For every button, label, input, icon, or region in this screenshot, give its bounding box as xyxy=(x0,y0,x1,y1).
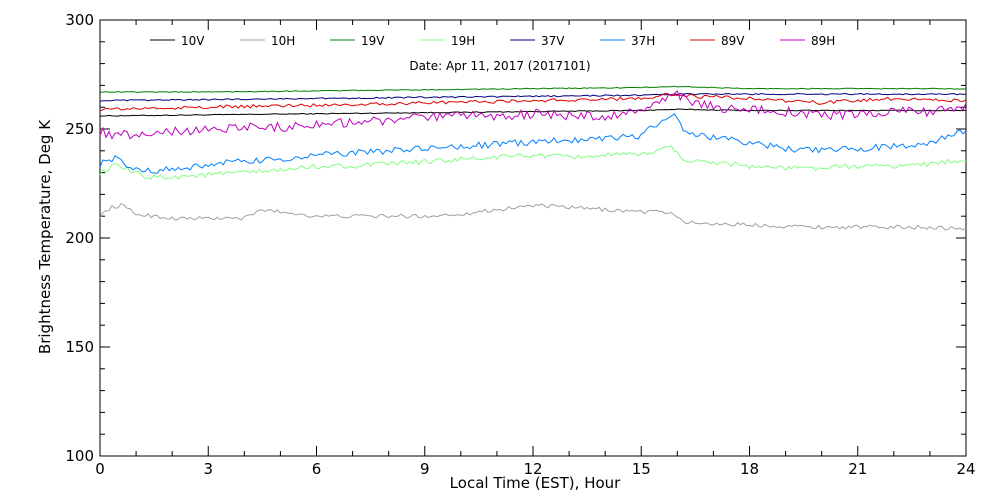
x-tick-label: 21 xyxy=(848,460,867,478)
x-tick-label: 24 xyxy=(956,460,975,478)
legend-label-19h: 19H xyxy=(451,34,475,48)
y-axis-ticks: 100 150 200 250 300 xyxy=(65,11,966,465)
y-tick-label: 100 xyxy=(65,447,94,465)
x-tick-label: 12 xyxy=(523,460,542,478)
series-line-89h xyxy=(99,90,967,140)
y-tick-label: 250 xyxy=(65,120,94,138)
y-tick-label: 300 xyxy=(65,11,94,29)
x-tick-label: 6 xyxy=(312,460,322,478)
y-tick-label: 200 xyxy=(65,229,94,247)
legend-label-10v: 10V xyxy=(181,34,205,48)
series-line-37h xyxy=(99,112,967,175)
x-tick-label: 9 xyxy=(420,460,430,478)
date-annotation: Date: Apr 11, 2017 (2017101) xyxy=(409,59,590,73)
x-axis-ticks: 0 3 6 9 12 15 18 21 24 xyxy=(95,20,976,478)
legend-label-89h: 89H xyxy=(811,34,835,48)
x-tick-label: 0 xyxy=(95,460,105,478)
series-line-89v xyxy=(99,92,967,112)
series-line-19h xyxy=(99,145,966,180)
plot-border xyxy=(99,19,967,457)
x-axis-label: Local Time (EST), Hour xyxy=(450,474,621,492)
legend-label-37v: 37V xyxy=(541,34,565,48)
x-tick-label: 18 xyxy=(740,460,759,478)
series-line-37v xyxy=(99,92,967,102)
y-axis-label: Brightness Temperature, Deg K xyxy=(36,119,54,354)
legend: 10V 10H 19V 19H 37V 37H 89V 89H xyxy=(150,34,835,48)
legend-label-10h: 10H xyxy=(271,34,295,48)
y-tick-label: 150 xyxy=(65,338,94,356)
legend-label-37h: 37H xyxy=(631,34,655,48)
series-line-19v xyxy=(99,85,967,93)
x-tick-label: 15 xyxy=(632,460,651,478)
series-lines xyxy=(99,85,967,231)
series-line-10v xyxy=(99,108,967,117)
legend-label-89v: 89V xyxy=(721,34,745,48)
x-tick-label: 3 xyxy=(203,460,213,478)
series-line-10h xyxy=(99,202,967,231)
plot-frame xyxy=(99,19,967,457)
legend-label-19v: 19V xyxy=(361,34,385,48)
